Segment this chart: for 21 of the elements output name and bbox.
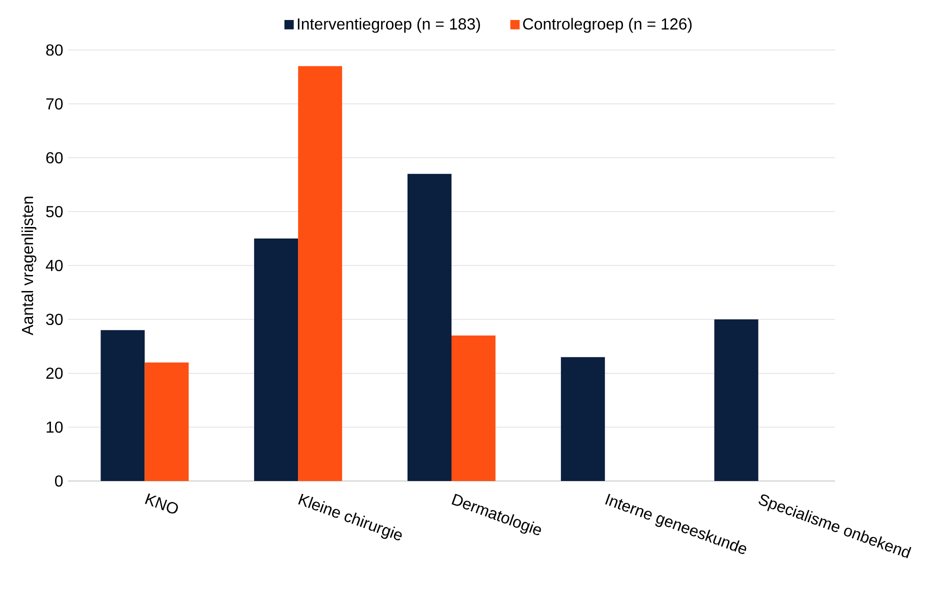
bar (144, 362, 189, 481)
y-tick-label: 30 (46, 314, 63, 326)
bar (298, 66, 342, 481)
bar (714, 319, 758, 481)
bar (254, 238, 298, 481)
y-tick-label: 80 (46, 44, 63, 56)
bar (100, 330, 145, 481)
bar (408, 174, 452, 481)
bar (560, 357, 605, 481)
y-tick-label: 0 (55, 475, 63, 487)
x-tick-label: KNO (144, 493, 178, 514)
y-tick-label: 10 (46, 421, 63, 433)
y-tick-label: 60 (46, 152, 63, 164)
y-tick-label: 40 (46, 260, 63, 272)
legend-label: Controlegroep (n = 126) (523, 18, 692, 33)
y-tick-label: 70 (46, 98, 63, 110)
bar (452, 336, 496, 481)
legend-label: Interventiegroep (n = 183) (298, 18, 480, 33)
y-tick-label: 50 (46, 206, 63, 218)
y-axis-title: Aantal vragenlijsten (21, 196, 36, 336)
y-tick-label: 20 (46, 368, 63, 379)
